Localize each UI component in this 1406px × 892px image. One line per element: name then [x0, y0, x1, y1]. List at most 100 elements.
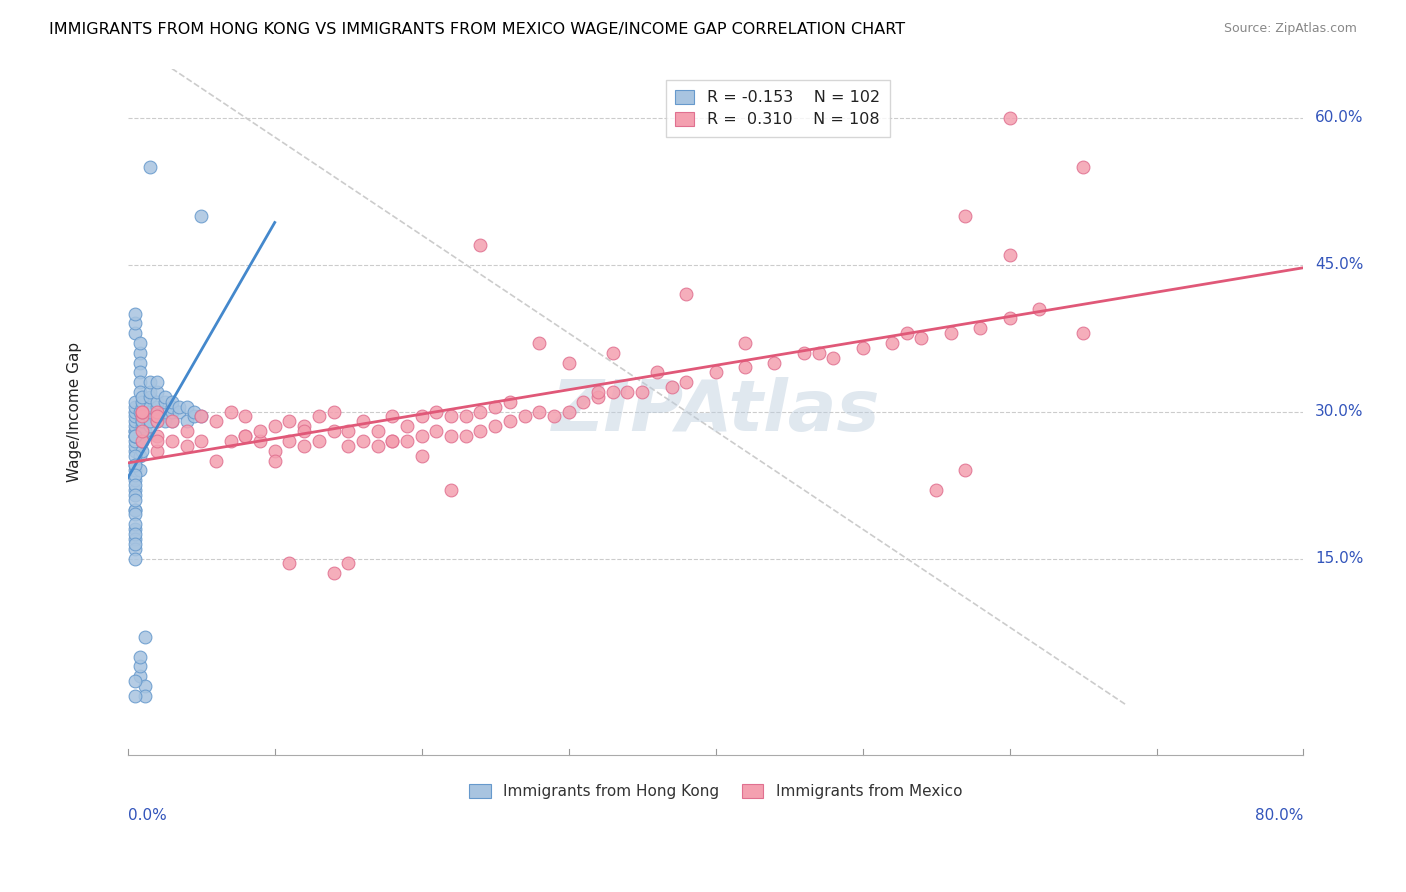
Point	[529, 335, 551, 350]
Point	[124, 527, 146, 541]
Point	[124, 429, 146, 443]
Point	[124, 532, 146, 546]
Point	[381, 434, 404, 448]
Point	[661, 380, 683, 394]
Text: 0.0%: 0.0%	[128, 808, 166, 823]
Point	[337, 557, 360, 571]
Point	[134, 630, 156, 644]
Point	[969, 321, 991, 335]
Point	[128, 355, 150, 369]
Point	[128, 659, 150, 673]
Point	[925, 483, 948, 497]
Point	[292, 419, 315, 434]
Point	[128, 669, 150, 683]
Point	[529, 404, 551, 418]
Text: 60.0%: 60.0%	[1315, 110, 1364, 125]
Point	[807, 345, 830, 359]
Point	[160, 404, 183, 418]
Point	[939, 326, 962, 340]
Point	[602, 384, 624, 399]
Point	[292, 439, 315, 453]
Point	[572, 394, 595, 409]
Point	[484, 400, 506, 414]
Point	[124, 473, 146, 487]
Point	[337, 424, 360, 438]
Point	[278, 414, 301, 428]
Point	[146, 384, 169, 399]
Point	[205, 414, 228, 428]
Point	[139, 414, 162, 428]
Point	[190, 434, 212, 448]
Point	[557, 404, 579, 418]
Point	[263, 453, 285, 467]
Point	[233, 429, 256, 443]
Point	[124, 673, 146, 688]
Point	[128, 649, 150, 664]
Point	[131, 414, 153, 428]
Point	[278, 557, 301, 571]
Point	[124, 394, 146, 409]
Point	[131, 434, 153, 448]
Point	[134, 394, 156, 409]
Point	[440, 429, 463, 443]
Point	[160, 414, 183, 428]
Point	[631, 384, 654, 399]
Point	[308, 409, 330, 424]
Point	[139, 390, 162, 404]
Point	[337, 439, 360, 453]
Point	[124, 488, 146, 502]
Text: IMMIGRANTS FROM HONG KONG VS IMMIGRANTS FROM MEXICO WAGE/INCOME GAP CORRELATION : IMMIGRANTS FROM HONG KONG VS IMMIGRANTS …	[49, 22, 905, 37]
Point	[139, 419, 162, 434]
Point	[160, 400, 183, 414]
Point	[124, 404, 146, 418]
Point	[124, 537, 146, 551]
Point	[146, 409, 169, 424]
Point	[128, 365, 150, 379]
Point	[484, 419, 506, 434]
Point	[131, 434, 153, 448]
Point	[131, 434, 153, 448]
Point	[124, 409, 146, 424]
Point	[352, 434, 374, 448]
Point	[124, 306, 146, 320]
Point	[645, 365, 668, 379]
Point	[124, 400, 146, 414]
Text: 15.0%: 15.0%	[1315, 551, 1364, 566]
Point	[124, 502, 146, 516]
Point	[167, 404, 190, 418]
Point	[955, 209, 977, 223]
Point	[146, 434, 169, 448]
Point	[322, 566, 344, 581]
Point	[499, 414, 522, 428]
Point	[233, 409, 256, 424]
Point	[167, 400, 190, 414]
Text: 80.0%: 80.0%	[1256, 808, 1303, 823]
Point	[734, 335, 756, 350]
Point	[124, 478, 146, 492]
Point	[139, 375, 162, 389]
Point	[131, 424, 153, 438]
Point	[1071, 326, 1094, 340]
Point	[124, 483, 146, 497]
Point	[183, 409, 205, 424]
Point	[146, 429, 169, 443]
Point	[263, 419, 285, 434]
Point	[367, 424, 389, 438]
Point	[153, 390, 176, 404]
Point	[190, 409, 212, 424]
Point	[998, 111, 1021, 125]
Point	[131, 400, 153, 414]
Point	[146, 414, 169, 428]
Point	[998, 311, 1021, 326]
Point	[139, 384, 162, 399]
Point	[134, 429, 156, 443]
Point	[124, 551, 146, 566]
Point	[470, 238, 492, 252]
Point	[124, 439, 146, 453]
Point	[910, 331, 932, 345]
Point	[704, 365, 727, 379]
Point	[131, 414, 153, 428]
Point	[124, 492, 146, 507]
Point	[880, 335, 903, 350]
Point	[513, 409, 536, 424]
